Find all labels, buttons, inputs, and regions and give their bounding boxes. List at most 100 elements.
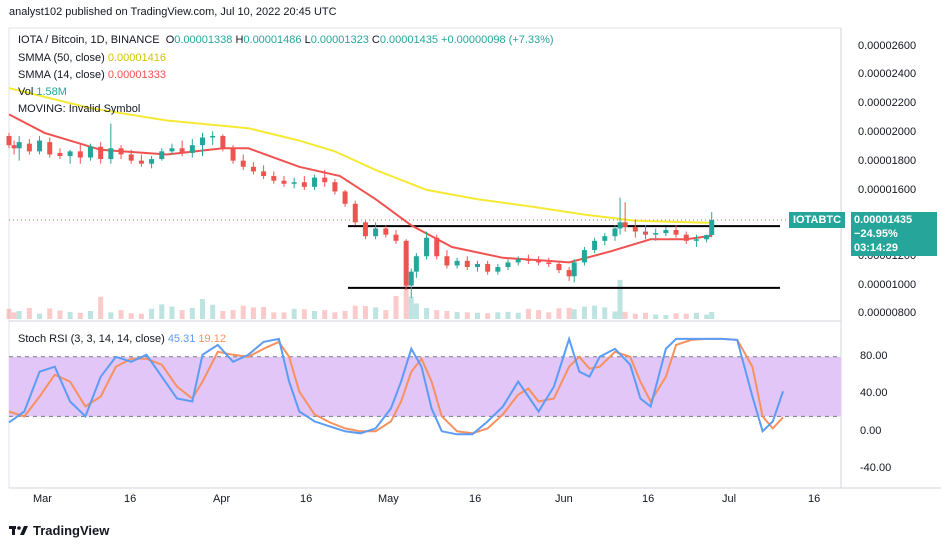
volume-bar xyxy=(709,311,715,319)
volume-bar xyxy=(581,306,587,319)
volume-bar xyxy=(505,311,511,319)
candle-body xyxy=(169,148,175,152)
candle-body xyxy=(474,263,480,268)
candle-body xyxy=(77,151,83,158)
volume-bar xyxy=(556,308,562,319)
price-tick: 0.00001000 xyxy=(858,279,917,291)
volume-bar xyxy=(342,311,348,319)
time-tick: Jun xyxy=(555,493,573,505)
candle-body xyxy=(536,260,542,263)
volume-bar xyxy=(454,311,460,319)
volume-bar xyxy=(693,312,699,319)
volume-bar xyxy=(250,307,256,319)
price-scale[interactable]: 0.00002600 0.00002400 0.00002200 0.00002… xyxy=(846,0,941,321)
candle-body xyxy=(581,250,587,263)
candle-body xyxy=(281,180,287,184)
candle-body xyxy=(179,148,185,153)
volume-bar xyxy=(240,305,246,319)
smma14-line xyxy=(8,113,712,264)
volume-bar xyxy=(77,312,83,319)
stoch-rsi-layer xyxy=(8,335,841,436)
candle-body xyxy=(189,145,195,153)
volume-bar xyxy=(592,305,598,319)
volume-bar xyxy=(571,309,577,319)
candle-body xyxy=(291,182,297,184)
volume-bar xyxy=(653,314,659,319)
candle-body xyxy=(230,148,236,161)
tradingview-logo-icon xyxy=(9,526,28,535)
candle-body xyxy=(108,148,114,160)
volume-bar xyxy=(169,306,175,319)
volume-bar xyxy=(352,305,358,319)
candle-body xyxy=(312,177,318,187)
volume-bar xyxy=(444,311,450,319)
close-label: C xyxy=(371,34,380,46)
candle-body xyxy=(98,146,104,160)
stoch-rsi-scale[interactable]: 80.00 40.00 0.00 -40.00 xyxy=(846,321,941,488)
stoch-rsi-legend[interactable]: Stoch RSI (3, 3, 14, 14, close) 45.31 19… xyxy=(18,333,226,345)
candle-body xyxy=(128,154,134,161)
price-tick: 0.00002400 xyxy=(858,68,917,80)
candle-body xyxy=(57,152,63,156)
candle-body xyxy=(149,159,155,164)
candle-body xyxy=(622,222,628,227)
volume-bar xyxy=(16,311,22,319)
candle-body xyxy=(138,160,144,164)
candle-body xyxy=(709,219,715,235)
smma50-label: SMMA (50, close) xyxy=(18,52,105,64)
time-scale[interactable]: Mar 16 Apr 16 May 16 Jun 16 Jul 16 xyxy=(0,488,841,510)
smma50-legend[interactable]: SMMA (50, close) 0.00001416 xyxy=(18,52,166,64)
open-label: O xyxy=(165,34,175,46)
price-tick: 0.00001800 xyxy=(858,155,917,167)
candle-body xyxy=(505,262,511,268)
moving-legend[interactable]: MOVING: Invalid Symbol xyxy=(18,103,141,115)
symbol-badge: IOTABTC xyxy=(789,212,846,228)
candle-body xyxy=(408,271,414,286)
volume-bar xyxy=(546,312,552,319)
candle-body xyxy=(592,240,598,251)
footer-brand[interactable]: TradingView xyxy=(9,522,109,538)
candle-body xyxy=(220,135,226,149)
candle-body xyxy=(515,259,521,263)
time-tick: May xyxy=(378,493,399,505)
price-tick: 0.00002200 xyxy=(858,97,917,109)
stoch-rsi-d-value: 19.12 xyxy=(198,333,226,345)
volume-bar xyxy=(464,312,470,319)
low-value: 0.00001323 xyxy=(310,34,369,46)
candle-body xyxy=(632,226,638,232)
candle-body xyxy=(16,142,22,149)
volume-bar xyxy=(98,296,104,319)
volume-bar xyxy=(373,307,379,319)
candle-body xyxy=(87,146,93,158)
volume-bar xyxy=(683,313,689,319)
low-label: L xyxy=(304,34,311,46)
volume-bar xyxy=(159,304,165,319)
volume-bar xyxy=(403,283,409,319)
candle-body xyxy=(6,135,12,146)
smma14-legend[interactable]: SMMA (14, close) 0.00001333 xyxy=(18,69,166,81)
candle-body xyxy=(11,145,17,149)
stoch-rsi-label: Stoch RSI (3, 3, 14, 14, close) xyxy=(18,333,165,345)
smma50-value: 0.00001416 xyxy=(107,52,166,64)
ohlc-legend: IOTA / Bitcoin, 1D, BINANCE O0.00001338 … xyxy=(18,34,554,46)
candle-body xyxy=(643,231,649,235)
volume-legend[interactable]: Vol 1.58M xyxy=(18,86,67,98)
stoch-rsi-d-line xyxy=(8,337,784,435)
candle-body xyxy=(118,148,124,155)
volume-bar xyxy=(271,312,277,319)
high-value: 0.00001486 xyxy=(243,34,302,46)
symbol-name[interactable]: IOTA / Bitcoin, 1D, BINANCE xyxy=(18,34,160,46)
price-tick: 0.00002000 xyxy=(858,126,917,138)
candle-body xyxy=(704,234,710,240)
time-tick: 16 xyxy=(642,493,655,505)
volume-bar xyxy=(47,308,53,319)
volume-bar xyxy=(128,313,134,319)
volume-bar xyxy=(413,303,419,319)
candle-body xyxy=(261,171,267,177)
current-price-tag: 0.00001435 −24.95% 03:14:29 xyxy=(851,212,937,256)
stoch-rsi-tick: 0.00 xyxy=(860,425,882,437)
candle-body xyxy=(26,143,32,152)
candle-body xyxy=(393,234,399,241)
volume-bar xyxy=(383,310,389,319)
